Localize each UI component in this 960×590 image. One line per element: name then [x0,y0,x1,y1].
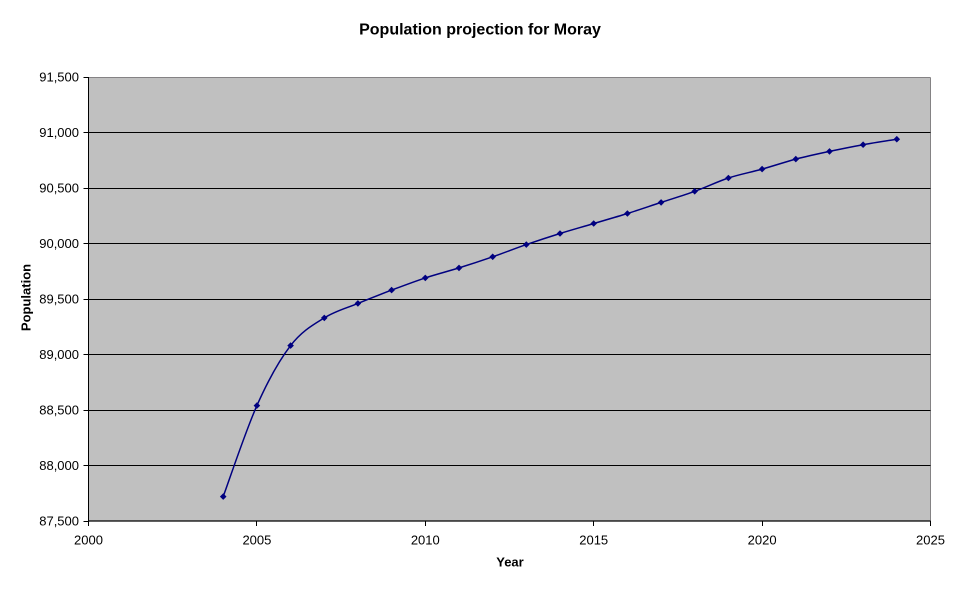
svg-text:2015: 2015 [579,533,608,548]
svg-text:2000: 2000 [74,533,103,548]
svg-text:2025: 2025 [916,533,945,548]
svg-text:2005: 2005 [242,533,271,548]
svg-text:91,500: 91,500 [39,70,79,85]
svg-text:Population projection for Mora: Population projection for Moray [359,21,601,38]
svg-text:89,000: 89,000 [39,347,79,362]
svg-text:87,500: 87,500 [39,514,79,529]
svg-text:89,500: 89,500 [39,292,79,307]
svg-text:90,000: 90,000 [39,236,79,251]
svg-text:2020: 2020 [748,533,777,548]
svg-text:91,000: 91,000 [39,125,79,140]
svg-text:88,500: 88,500 [39,403,79,418]
svg-text:Population: Population [19,264,34,331]
svg-text:2010: 2010 [411,533,440,548]
svg-text:90,500: 90,500 [39,181,79,196]
svg-text:88,000: 88,000 [39,458,79,473]
svg-text:Year: Year [496,555,523,570]
